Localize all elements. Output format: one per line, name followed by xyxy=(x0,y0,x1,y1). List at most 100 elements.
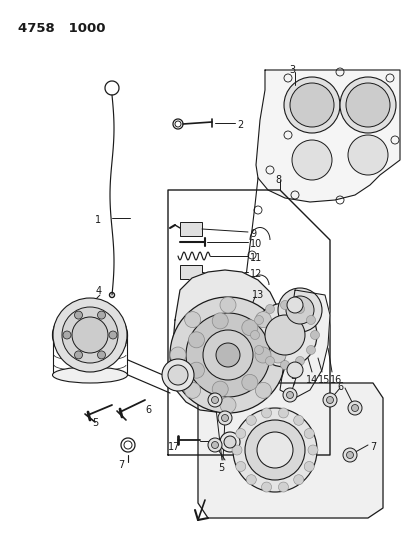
Circle shape xyxy=(224,436,236,448)
Text: 13: 13 xyxy=(252,290,264,300)
Circle shape xyxy=(262,482,272,492)
Circle shape xyxy=(326,397,333,403)
Circle shape xyxy=(323,393,337,407)
Circle shape xyxy=(188,362,204,378)
Circle shape xyxy=(294,415,304,425)
Circle shape xyxy=(266,304,275,313)
Text: 12: 12 xyxy=(250,269,262,279)
Circle shape xyxy=(170,297,286,413)
Circle shape xyxy=(295,304,304,313)
Circle shape xyxy=(278,408,288,418)
Circle shape xyxy=(352,405,359,411)
Text: 5: 5 xyxy=(218,463,224,473)
Circle shape xyxy=(109,331,117,339)
Circle shape xyxy=(253,303,317,367)
Circle shape xyxy=(290,83,334,127)
Circle shape xyxy=(168,365,188,385)
Circle shape xyxy=(304,429,314,439)
Circle shape xyxy=(246,475,256,484)
Text: 2: 2 xyxy=(237,120,243,130)
Circle shape xyxy=(265,315,305,355)
Text: 4: 4 xyxy=(96,286,102,296)
Text: 18: 18 xyxy=(213,440,225,450)
Circle shape xyxy=(346,451,353,458)
Ellipse shape xyxy=(53,306,127,364)
Circle shape xyxy=(162,359,194,391)
Circle shape xyxy=(211,441,219,448)
Circle shape xyxy=(251,330,259,340)
Circle shape xyxy=(286,296,314,324)
Text: 14: 14 xyxy=(306,375,318,385)
Circle shape xyxy=(255,312,271,328)
Circle shape xyxy=(75,311,82,319)
Circle shape xyxy=(185,382,201,398)
Circle shape xyxy=(245,420,305,480)
Circle shape xyxy=(283,388,297,402)
Circle shape xyxy=(220,397,236,413)
Circle shape xyxy=(270,347,286,363)
Ellipse shape xyxy=(53,367,127,383)
Circle shape xyxy=(212,381,228,397)
Circle shape xyxy=(292,140,332,180)
Circle shape xyxy=(306,345,315,354)
Text: 8: 8 xyxy=(275,175,281,185)
Circle shape xyxy=(236,429,246,439)
Text: 7: 7 xyxy=(290,378,296,388)
Text: 15: 15 xyxy=(318,375,330,385)
Circle shape xyxy=(257,432,293,468)
Circle shape xyxy=(232,445,242,455)
Bar xyxy=(180,222,202,236)
Circle shape xyxy=(186,313,270,397)
Circle shape xyxy=(295,357,304,366)
Circle shape xyxy=(208,393,222,407)
Text: 17: 17 xyxy=(168,442,180,452)
Circle shape xyxy=(278,482,288,492)
Text: 4758   1000: 4758 1000 xyxy=(18,22,106,35)
Circle shape xyxy=(310,330,319,340)
Circle shape xyxy=(220,432,240,452)
Circle shape xyxy=(75,351,82,359)
Circle shape xyxy=(287,297,303,313)
Circle shape xyxy=(98,311,106,319)
Circle shape xyxy=(262,408,272,418)
Circle shape xyxy=(212,313,228,329)
Circle shape xyxy=(308,445,318,455)
Circle shape xyxy=(286,392,293,399)
Polygon shape xyxy=(198,383,383,518)
Circle shape xyxy=(255,345,264,354)
Circle shape xyxy=(348,135,388,175)
Circle shape xyxy=(236,462,246,472)
Circle shape xyxy=(304,462,314,472)
Circle shape xyxy=(63,331,71,339)
Circle shape xyxy=(220,297,236,313)
Polygon shape xyxy=(172,270,280,412)
Circle shape xyxy=(284,77,340,133)
Polygon shape xyxy=(256,70,400,202)
Text: 3: 3 xyxy=(289,65,295,75)
Circle shape xyxy=(72,317,108,353)
Circle shape xyxy=(348,401,362,415)
Circle shape xyxy=(246,415,256,425)
Circle shape xyxy=(216,343,240,367)
Text: 9: 9 xyxy=(250,229,256,239)
Circle shape xyxy=(203,330,253,380)
Circle shape xyxy=(255,382,271,398)
Circle shape xyxy=(242,320,258,336)
Circle shape xyxy=(185,312,201,328)
Circle shape xyxy=(211,397,219,403)
Circle shape xyxy=(53,298,127,372)
Text: 16: 16 xyxy=(330,375,342,385)
Circle shape xyxy=(62,307,118,363)
Circle shape xyxy=(255,316,264,325)
Text: 6: 6 xyxy=(337,382,343,392)
Text: 10: 10 xyxy=(250,239,262,249)
Circle shape xyxy=(98,351,106,359)
Text: 6: 6 xyxy=(145,405,151,415)
Circle shape xyxy=(281,360,290,369)
Circle shape xyxy=(266,357,275,366)
Circle shape xyxy=(340,77,396,133)
Text: 1: 1 xyxy=(95,215,101,225)
Polygon shape xyxy=(280,290,330,398)
Text: 11: 11 xyxy=(250,253,262,263)
Circle shape xyxy=(233,408,317,492)
